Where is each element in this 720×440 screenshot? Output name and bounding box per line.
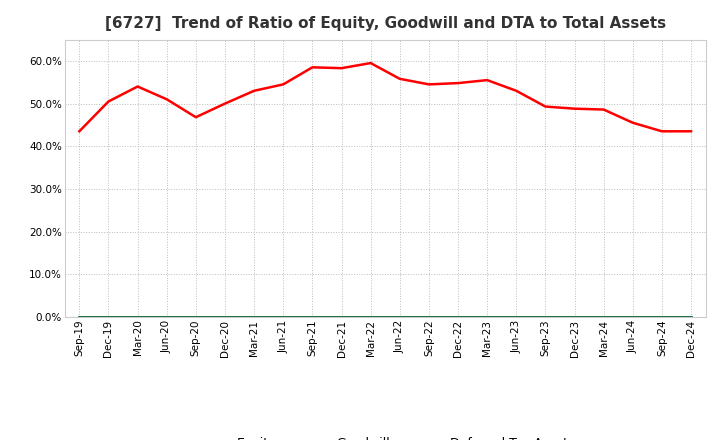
Equity (366, 60, 375, 66)
Goodwill (308, 314, 317, 319)
Goodwill (133, 314, 142, 319)
Goodwill (541, 314, 550, 319)
Goodwill (425, 314, 433, 319)
Equity (250, 88, 258, 93)
Deferred Tax Assets (366, 314, 375, 319)
Goodwill (657, 314, 666, 319)
Equity (687, 128, 696, 134)
Equity (657, 128, 666, 134)
Goodwill (75, 314, 84, 319)
Deferred Tax Assets (250, 314, 258, 319)
Deferred Tax Assets (133, 314, 142, 319)
Equity (599, 107, 608, 112)
Deferred Tax Assets (657, 314, 666, 319)
Equity (133, 84, 142, 89)
Goodwill (163, 314, 171, 319)
Goodwill (454, 314, 462, 319)
Goodwill (220, 314, 229, 319)
Equity (192, 114, 200, 120)
Deferred Tax Assets (541, 314, 550, 319)
Legend: Equity, Goodwill, Deferred Tax Assets: Equity, Goodwill, Deferred Tax Assets (191, 432, 580, 440)
Equity (337, 66, 346, 71)
Equity (425, 82, 433, 87)
Deferred Tax Assets (104, 314, 113, 319)
Deferred Tax Assets (395, 314, 404, 319)
Goodwill (570, 314, 579, 319)
Deferred Tax Assets (570, 314, 579, 319)
Deferred Tax Assets (308, 314, 317, 319)
Goodwill (629, 314, 637, 319)
Deferred Tax Assets (454, 314, 462, 319)
Deferred Tax Assets (337, 314, 346, 319)
Goodwill (337, 314, 346, 319)
Deferred Tax Assets (483, 314, 492, 319)
Equity (483, 77, 492, 83)
Equity (570, 106, 579, 111)
Equity (75, 128, 84, 134)
Deferred Tax Assets (629, 314, 637, 319)
Equity (395, 76, 404, 81)
Equity (308, 65, 317, 70)
Equity (279, 82, 287, 87)
Deferred Tax Assets (425, 314, 433, 319)
Goodwill (599, 314, 608, 319)
Equity (454, 81, 462, 86)
Deferred Tax Assets (220, 314, 229, 319)
Equity (541, 104, 550, 109)
Deferred Tax Assets (599, 314, 608, 319)
Goodwill (279, 314, 287, 319)
Equity (220, 101, 229, 106)
Deferred Tax Assets (192, 314, 200, 319)
Equity (512, 88, 521, 93)
Equity (104, 99, 113, 104)
Goodwill (104, 314, 113, 319)
Goodwill (395, 314, 404, 319)
Goodwill (483, 314, 492, 319)
Deferred Tax Assets (163, 314, 171, 319)
Goodwill (250, 314, 258, 319)
Deferred Tax Assets (279, 314, 287, 319)
Line: Equity: Equity (79, 63, 691, 131)
Goodwill (192, 314, 200, 319)
Equity (629, 120, 637, 125)
Deferred Tax Assets (512, 314, 521, 319)
Equity (163, 97, 171, 102)
Goodwill (366, 314, 375, 319)
Title: [6727]  Trend of Ratio of Equity, Goodwill and DTA to Total Assets: [6727] Trend of Ratio of Equity, Goodwil… (104, 16, 666, 32)
Goodwill (687, 314, 696, 319)
Goodwill (512, 314, 521, 319)
Deferred Tax Assets (75, 314, 84, 319)
Deferred Tax Assets (687, 314, 696, 319)
